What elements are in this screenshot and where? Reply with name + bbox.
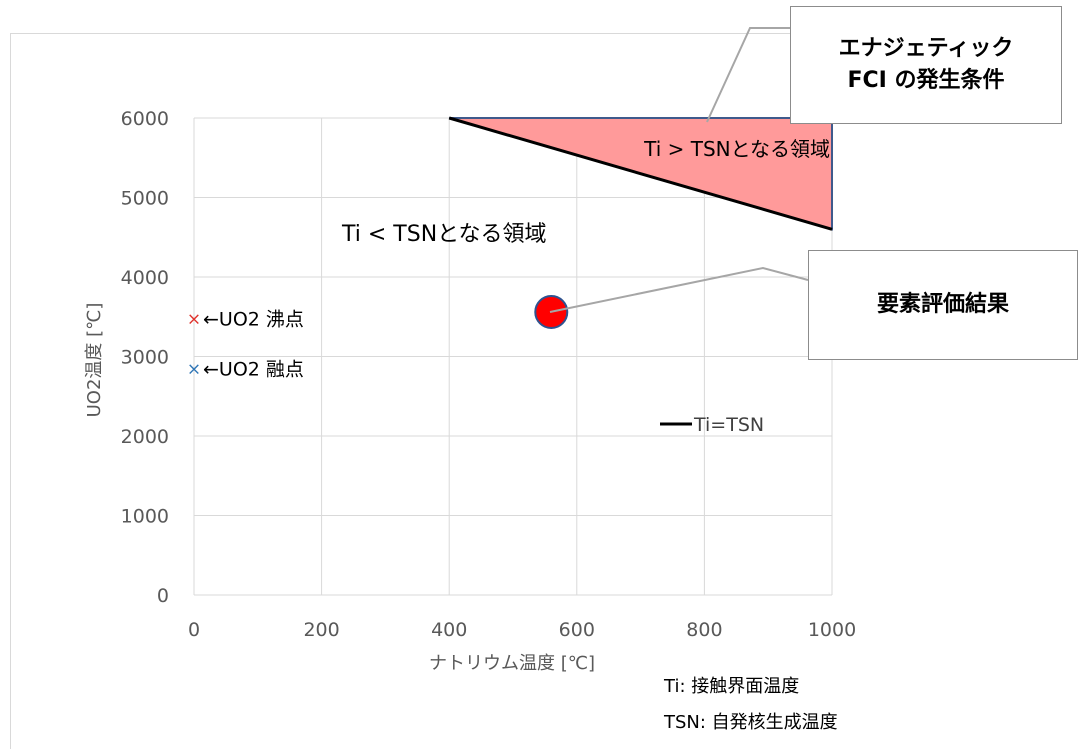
result-leader-line (549, 266, 809, 313)
x-tick-label: 800 (686, 619, 722, 641)
energetic-callout-line1: エナジェティック (838, 36, 1014, 62)
y-tick-label: 0 (157, 585, 169, 607)
result-callout: 要素評価結果 (808, 250, 1078, 360)
x-axis-title: ナトリウム温度 [℃] (429, 653, 595, 674)
y-tick-label: 4000 (121, 267, 169, 289)
x-marker-symbol: × (187, 309, 201, 329)
x-tick-label: 600 (559, 619, 595, 641)
tsn-definition: TSN: 自発核生成温度 (664, 712, 838, 733)
y-tick-label: 1000 (121, 506, 169, 528)
ti-gt-tsn-region-label: Ti > TSNとなる領域 (643, 137, 830, 161)
marker-layer: × ←UO2 沸点× ←UO2 融点 (187, 294, 569, 380)
x-marker-symbol: × (187, 359, 201, 379)
energetic-leader-line (706, 27, 790, 123)
energetic-callout-line2: FCI の発生条件 (847, 68, 1005, 93)
result-callout-text: 要素評価結果 (876, 292, 1009, 318)
y-tick-label: 6000 (121, 108, 169, 130)
uo2-boiling-point-marker: × ←UO2 沸点 (187, 308, 304, 330)
y-tick-label: 2000 (121, 426, 169, 448)
ti-lt-tsn-region-label: Ti < TSNとなる領域 (341, 222, 547, 247)
energetic-fci-callout: エナジェティック FCI の発生条件 (790, 6, 1062, 124)
uo2-melting-point-label: ←UO2 融点 (203, 358, 304, 380)
callout-leaders (549, 27, 809, 313)
uo2-melting-point-marker: × ←UO2 融点 (187, 358, 304, 380)
legend-label: Ti=TSN (693, 414, 764, 436)
region-layer: Ti > TSNとなる領域 Ti < TSNとなる領域 (341, 117, 833, 247)
x-tick-label: 0 (188, 619, 200, 641)
uo2-boiling-point-label: ←UO2 沸点 (203, 308, 304, 330)
tick-labels: 0 200 400 600 800 1000 0 1000 2000 3000 4000 5000 60… (121, 108, 857, 641)
series-layer: Ti=TSN (448, 116, 833, 436)
x-tick-label: 400 (431, 619, 467, 641)
y-axis-title: UO2温度 [℃] (84, 303, 105, 418)
ti-eq-tsn-line (448, 116, 833, 231)
x-tick-label: 200 (303, 619, 339, 641)
y-tick-label: 5000 (121, 188, 169, 210)
chart-area (10, 33, 905, 749)
y-tick-label: 3000 (121, 347, 169, 369)
ti-definition: Ti: 接触界面温度 (664, 676, 800, 697)
x-tick-label: 1000 (808, 619, 856, 641)
